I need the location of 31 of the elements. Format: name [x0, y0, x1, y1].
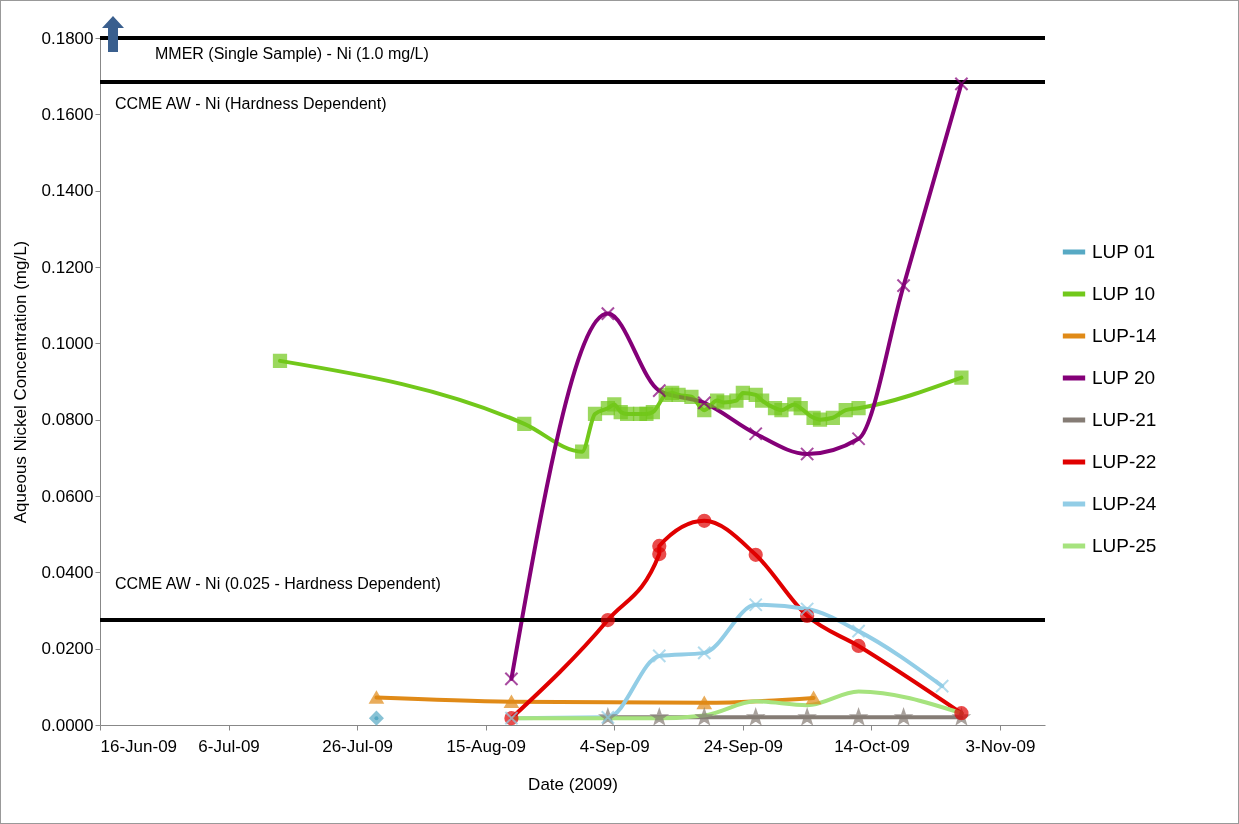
x-tick-label: 6-Jul-09 — [198, 736, 260, 756]
ref-line-label: CCME AW - Ni (0.025 - Hardness Dependent) — [115, 575, 441, 593]
x-tick-label: 16-Jun-09 — [100, 736, 178, 756]
y-tick-label: 0.0600 — [41, 486, 94, 506]
y-tick-label: 0.0400 — [41, 562, 94, 582]
legend-label: LUP-24 — [1092, 493, 1157, 514]
legend-label: LUP 01 — [1092, 241, 1156, 262]
y-tick-label: 0.1200 — [41, 257, 94, 277]
y-tick-label: 0.1600 — [41, 104, 94, 124]
x-tick-label: 26-Jul-09 — [322, 736, 394, 756]
x-tick-label: 4-Sep-09 — [579, 736, 650, 756]
legend-label: LUP-25 — [1092, 535, 1157, 556]
ref-line-label: CCME AW - Ni (Hardness Dependent) — [115, 94, 387, 112]
y-tick-label: 0.1400 — [41, 181, 94, 201]
x-tick-label: 15-Aug-09 — [446, 736, 526, 756]
y-tick-label: 0.0200 — [41, 639, 94, 659]
legend-label: LUP-14 — [1092, 325, 1157, 346]
y-tick-label: 0.1800 — [41, 28, 94, 48]
y-tick-label: 0.1000 — [41, 333, 94, 353]
x-tick-label: 3-Nov-09 — [965, 736, 1036, 756]
x-tick-label: 14-Oct-09 — [834, 736, 910, 756]
legend-label: LUP-22 — [1092, 451, 1157, 472]
x-tick-label: 24-Sep-09 — [703, 736, 784, 756]
legend-label: LUP 20 — [1092, 367, 1156, 388]
ref-line-label: MMER (Single Sample) - Ni (1.0 mg/L) — [155, 45, 429, 62]
y-axis-title: Aqueous Nickel Concentration (mg/L) — [10, 240, 30, 524]
x-axis-title: Date (2009) — [528, 774, 618, 794]
legend-label: LUP-21 — [1092, 409, 1157, 430]
y-tick-label: 0.0800 — [41, 410, 94, 430]
legend-label: LUP 10 — [1092, 283, 1156, 304]
y-tick-label: 0.0000 — [41, 715, 94, 735]
